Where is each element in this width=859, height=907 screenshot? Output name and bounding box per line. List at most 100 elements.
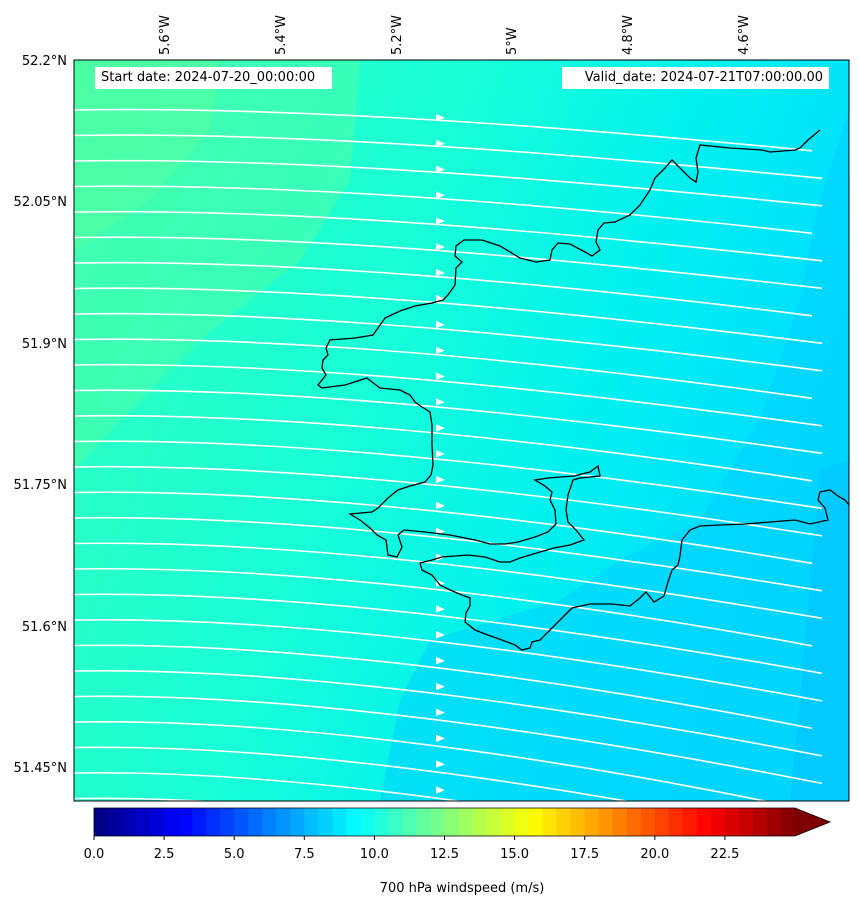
colorbar-segment — [332, 808, 347, 836]
colorbar-segment — [780, 808, 796, 836]
streamline-arrow — [436, 501, 445, 510]
streamline — [74, 363, 823, 427]
colorbar-tick-label: 10.0 — [360, 847, 389, 862]
streamline — [74, 593, 823, 675]
colorbar-segment — [192, 808, 207, 836]
colorbar-segment — [346, 808, 361, 836]
lon-tick: 4.8°W — [621, 15, 636, 55]
streamline-arrow — [436, 579, 445, 587]
start-date-label: Start date: 2024-07-20_00:00:00 — [95, 67, 332, 89]
colorbar-tick-label: 7.5 — [294, 847, 315, 862]
colorbar-tick-label: 22.5 — [710, 847, 739, 862]
colorbar-segment — [668, 808, 684, 836]
colorbar-segment — [514, 808, 530, 836]
streamline — [74, 465, 823, 537]
streamline — [74, 210, 823, 262]
streamlines — [74, 108, 823, 801]
colorbar-segment — [122, 808, 137, 836]
high-wind-core — [74, 60, 220, 250]
streamline-arrow — [436, 372, 445, 380]
streamline-arrow — [436, 191, 445, 199]
streamline — [74, 491, 813, 565]
streamline — [74, 771, 465, 801]
colorbar-segment — [150, 808, 165, 836]
colorbar-segment — [388, 808, 403, 836]
colorbar-segment — [654, 808, 670, 836]
colorbar-extend-arrow — [795, 808, 830, 836]
colorbar-segment — [108, 808, 123, 836]
streamline-arrow — [436, 217, 445, 225]
colorbar-segment — [458, 808, 474, 836]
colorbar-segment — [164, 808, 179, 836]
colorbar-tick-label: 0.0 — [84, 847, 105, 862]
colorbar-segment — [276, 808, 291, 836]
colorbar: 0.0 2.5 5.0 7.5 10.0 12.5 15.0 17.5 20.0 22.5 700… — [84, 807, 832, 896]
streamline-arrow — [436, 631, 445, 639]
colorbar-tick-label: 17.5 — [570, 847, 599, 862]
colorbar-segment — [94, 808, 109, 836]
colorbar-segment — [710, 808, 726, 836]
streamline — [74, 516, 823, 592]
colorbar-segment — [612, 808, 628, 836]
streamline-arrow — [436, 682, 445, 691]
colorbar-segments — [94, 808, 796, 836]
colorbar-segment — [290, 808, 305, 836]
lon-tick: 5.6°W — [158, 15, 173, 55]
streamline-arrow — [436, 786, 445, 794]
colorbar-tick-label: 12.5 — [430, 847, 459, 862]
streamline-arrow — [436, 165, 445, 174]
streamline — [74, 797, 214, 801]
colorbar-segment — [178, 808, 193, 836]
colorbar-segment — [752, 808, 768, 836]
streamline — [74, 159, 823, 207]
streamline — [74, 389, 823, 455]
colorbar-segment — [136, 808, 151, 836]
plot-area — [74, 60, 849, 801]
longitude-ticks: 5.6°W 5.4°W 5.2°W 5°W 4.8°W 4.6°W — [158, 15, 752, 55]
streamline — [74, 414, 813, 482]
colorbar-segment — [682, 808, 698, 836]
streamline-arrow — [436, 398, 445, 406]
streamline-arrow — [436, 294, 445, 303]
lat-tick: 51.6°N — [22, 620, 67, 635]
streamline — [74, 440, 823, 510]
lat-tick: 51.9°N — [22, 337, 67, 352]
streamline-arrow — [436, 424, 445, 432]
streamline — [74, 287, 823, 345]
streamline-arrow — [436, 450, 445, 458]
colorbar-segment — [598, 808, 614, 836]
colorbar-tick-label: 5.0 — [224, 847, 245, 862]
streamline — [74, 261, 813, 317]
streamline — [74, 185, 813, 235]
low-wind-region — [380, 110, 849, 801]
colorbar-segment — [696, 808, 712, 836]
colorbar-segment — [234, 808, 249, 836]
lon-tick: 5.4°W — [274, 15, 289, 55]
colorbar-segment — [248, 808, 263, 836]
coastline — [317, 129, 849, 651]
colorbar-label: 700 hPa windspeed (m/s) — [380, 881, 545, 896]
lon-tick: 4.6°W — [737, 15, 752, 55]
lat-tick: 52.2°N — [22, 54, 67, 69]
colorbar-segment — [472, 808, 488, 836]
streamline — [74, 567, 813, 647]
streamline-arrow — [436, 475, 445, 484]
streamline — [74, 669, 823, 757]
colorbar-tick-label: 20.0 — [640, 847, 669, 862]
latitude-ticks: 52.2°N 52.05°N 51.9°N 51.75°N 51.6°N 51.… — [14, 54, 67, 776]
colorbar-outline — [93, 807, 832, 837]
streamline-arrow — [436, 346, 445, 355]
valid-date-label: Valid_date: 2024-07-21T07:00:00.00 — [562, 67, 829, 89]
streamline-arrow — [436, 734, 445, 742]
streamline — [74, 542, 823, 620]
colorbar-segment — [206, 808, 221, 836]
colorbar-segment — [584, 808, 600, 836]
lon-tick: 5°W — [505, 27, 520, 55]
streamline — [74, 618, 823, 702]
streamline — [74, 134, 823, 180]
streamline-arrow — [436, 243, 445, 251]
colorbar-tick-label: 15.0 — [500, 847, 529, 862]
lat-tick: 51.75°N — [14, 478, 67, 493]
streamline — [74, 108, 813, 152]
